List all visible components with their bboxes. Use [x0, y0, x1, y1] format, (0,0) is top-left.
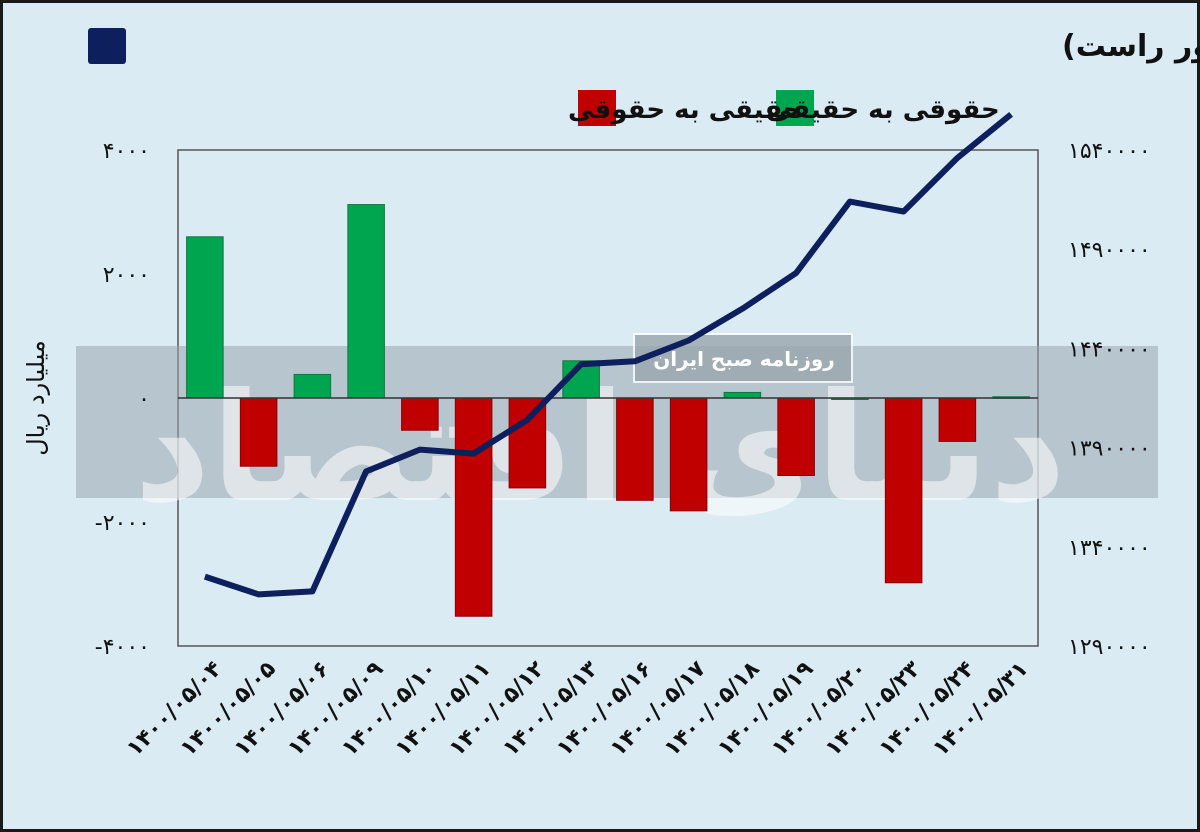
bar-10	[723, 391, 762, 399]
left-tick-label: ۲۰۰۰	[103, 263, 150, 288]
left-tick-label: ۴۰۰۰	[103, 139, 150, 164]
bar-14	[938, 397, 977, 442]
bar-9	[669, 397, 708, 512]
legend-label-red: حقیقی به حقوقی	[568, 95, 802, 125]
bar-series	[186, 204, 1030, 617]
right-tick-label: ۱۴۴۰۰۰۰	[1068, 337, 1151, 362]
right-tick-label: ۱۵۴۰۰۰۰	[1068, 139, 1151, 164]
bar-8	[616, 397, 654, 501]
right-tick-label: ۱۲۹۰۰۰۰	[1068, 635, 1151, 660]
left-tick-label: ۰	[138, 387, 150, 412]
line-legend-swatch	[88, 28, 126, 64]
left-tick-label: -۲۰۰۰	[95, 511, 150, 536]
left-axis: ۴۰۰۰ ۲۰۰۰ ۰ -۲۰۰۰ -۴۰۰۰	[95, 139, 150, 660]
right-tick-label: ۱۳۹۰۰۰۰	[1068, 437, 1151, 462]
legend-swatch-green	[776, 90, 814, 126]
bar-0	[186, 236, 224, 399]
left-tick-label: -۴۰۰۰	[95, 635, 150, 660]
y-axis-label: میلیارد ریال	[22, 340, 50, 456]
right-tick-label: ۱۳۴۰۰۰۰	[1068, 536, 1151, 561]
watermark-badge-text: روزنامه صبح ایران	[653, 347, 835, 371]
bar-2	[293, 373, 332, 399]
right-tick-label: ۱۴۹۰۰۰۰	[1068, 238, 1151, 263]
bar-4	[401, 397, 439, 431]
legend-swatch-red	[578, 90, 616, 126]
bar-13	[884, 397, 923, 584]
x-axis: ۱۴۰۰/۰۵/۰۴۱۴۰۰/۰۵/۰۵۱۴۰۰/۰۵/۰۶۱۴۰۰/۰۵/۰۹…	[122, 656, 1033, 761]
bar-11	[777, 397, 815, 476]
index-line	[203, 111, 1013, 598]
bar-3	[347, 204, 385, 399]
bar-6	[508, 397, 547, 489]
chart-title: تغییر مالکیت میان سهامداران (محور چپ) و …	[1062, 29, 1200, 64]
watermark-badge	[633, 333, 853, 383]
bar-1	[239, 397, 278, 467]
right-axis: ۱۵۴۰۰۰۰ ۱۴۹۰۰۰۰ ۱۴۴۰۰۰۰ ۱۳۹۰۰۰۰ ۱۳۴۰۰۰۰ ۱۲۹۰۰…	[1068, 139, 1151, 660]
legend-label-green: حقوقی به حقیقی	[766, 95, 1000, 125]
bar-5	[454, 397, 493, 617]
